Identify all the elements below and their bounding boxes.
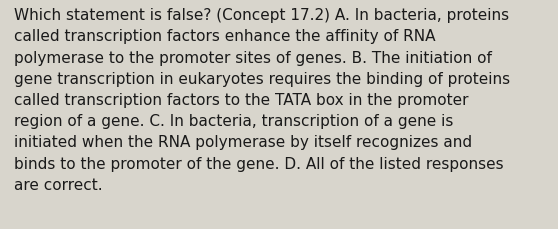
Text: Which statement is false? (Concept 17.2) A. In bacteria, proteins
called transcr: Which statement is false? (Concept 17.2)… — [14, 8, 510, 192]
